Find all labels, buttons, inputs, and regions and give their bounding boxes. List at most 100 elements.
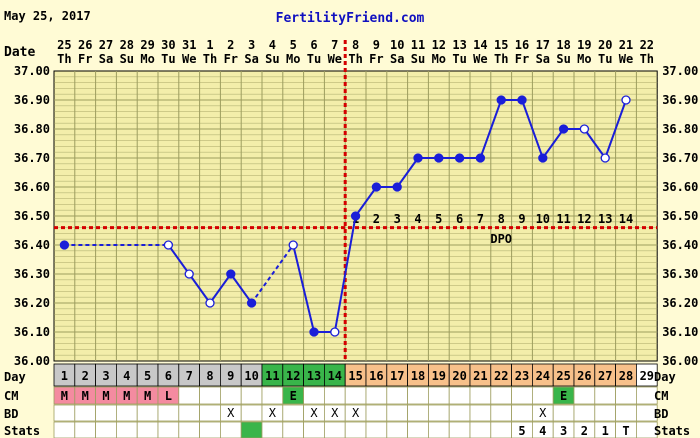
cm-cell[interactable] [261,386,284,405]
cm-cell[interactable] [615,386,637,405]
temperature-point[interactable] [496,95,506,105]
bd-cell[interactable] [427,404,450,422]
temperature-point[interactable] [59,240,70,250]
cm-cell[interactable] [490,386,512,405]
cm-cell[interactable] [365,386,388,405]
stats-cell[interactable] [344,421,367,438]
stats-cell[interactable] [199,421,221,438]
temperature-point-open[interactable] [330,327,340,337]
temperature-point[interactable] [538,153,548,163]
temperature-point[interactable] [309,327,319,337]
bd-cell[interactable] [53,404,76,422]
stats-cell[interactable] [407,421,429,438]
stats-cell[interactable] [282,421,304,438]
bd-cell[interactable] [386,404,408,422]
temperature-point[interactable] [392,182,402,192]
stats-row-label-left: Stats [4,424,40,438]
bd-cell[interactable] [136,404,159,422]
cm-cell[interactable] [532,386,554,405]
bd-cell[interactable] [95,404,117,422]
cm-cell[interactable] [199,386,221,405]
bd-cell[interactable] [615,404,637,422]
day-number: 3 [102,369,109,383]
day-cell[interactable] [636,363,658,387]
temperature-point[interactable] [350,211,361,221]
stats-cell[interactable] [157,421,180,438]
cm-cell[interactable] [448,386,471,405]
stats-cell[interactable] [178,421,201,438]
bd-cell[interactable] [240,404,263,422]
stats-cell[interactable] [490,421,512,438]
bd-cell[interactable] [469,404,492,422]
date-label: 28 [120,38,134,52]
stats-cell[interactable] [303,421,325,438]
temperature-point[interactable] [226,269,236,279]
stats-cell[interactable] [136,421,159,438]
bd-cell[interactable] [282,404,304,422]
cm-cell[interactable] [386,386,408,405]
temperature-point[interactable] [434,153,444,163]
cm-cell[interactable] [303,386,325,405]
cm-cell[interactable] [323,386,346,405]
bd-cell[interactable] [116,404,138,422]
stats-cell[interactable] [448,421,471,438]
bd-cell[interactable] [157,404,180,422]
cm-cell[interactable] [427,386,450,405]
temperature-point-open[interactable] [163,240,174,250]
temperature-line [479,99,503,159]
temperature-point[interactable] [517,95,527,105]
stats-cell[interactable] [323,421,346,438]
site-name[interactable]: FertilityFriend.com [276,11,425,26]
stats-cell[interactable] [240,421,263,438]
bd-cell[interactable] [365,404,388,422]
temperature-point-open[interactable] [205,298,215,308]
day-number: 16 [369,369,383,383]
bd-cell[interactable] [448,404,471,422]
temperature-point-open[interactable] [621,95,631,105]
bd-cell[interactable] [594,404,616,422]
bd-cell[interactable] [490,404,512,422]
temperature-point[interactable] [475,153,486,163]
bd-cell[interactable] [74,404,97,422]
bd-cell[interactable] [407,404,429,422]
cm-cell[interactable] [594,386,616,405]
bd-cell[interactable] [573,404,596,422]
cm-cell[interactable] [178,386,201,405]
temperature-point[interactable] [558,124,569,134]
bd-cell[interactable] [178,404,201,422]
bd-cell[interactable] [636,404,658,422]
cm-cell[interactable] [511,386,533,405]
temperature-point[interactable] [454,153,465,163]
stats-cell[interactable] [53,421,76,438]
stats-cell[interactable] [636,421,658,438]
bd-mark: X [331,406,339,420]
cm-cell[interactable] [240,386,263,405]
bd-cell[interactable] [199,404,221,422]
cm-cell[interactable] [344,386,367,405]
stats-cell[interactable] [386,421,408,438]
cm-cell[interactable] [219,386,242,405]
temperature-point-open[interactable] [600,153,610,163]
temperature-point[interactable] [413,153,423,163]
stats-cell[interactable] [261,421,284,438]
stats-cell[interactable] [219,421,242,438]
stats-cell[interactable] [427,421,450,438]
cm-cell[interactable] [636,386,658,405]
cm-cell[interactable] [407,386,429,405]
stats-cell[interactable] [116,421,138,438]
date-label: 29 [140,38,154,52]
stats-cell[interactable] [365,421,388,438]
stats-cell[interactable] [95,421,117,438]
stats-cell[interactable] [469,421,492,438]
temperature-point-open[interactable] [579,124,590,134]
temperature-line [583,128,607,159]
temperature-point-open[interactable] [288,240,298,250]
temperature-point[interactable] [371,182,382,192]
cm-cell[interactable] [573,386,596,405]
bd-cell[interactable] [552,404,575,422]
stats-cell[interactable] [74,421,97,438]
bd-cell[interactable] [511,404,533,422]
cm-cell[interactable] [469,386,492,405]
temperature-point[interactable] [246,298,257,308]
temperature-point-open[interactable] [184,269,194,279]
